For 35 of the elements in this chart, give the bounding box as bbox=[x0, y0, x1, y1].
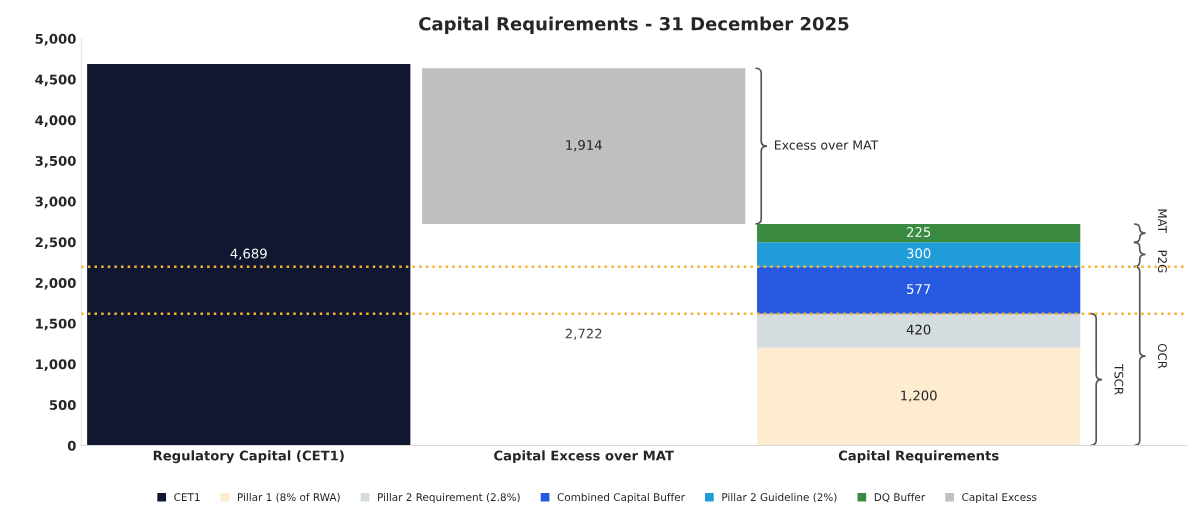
data-label: 225 bbox=[907, 226, 931, 237]
y-tick-label: 0 bbox=[67, 440, 76, 451]
data-label: 1,200 bbox=[901, 390, 937, 402]
y-tick-label: 2,500 bbox=[35, 237, 76, 249]
y-tick-label: 4,000 bbox=[35, 115, 76, 127]
y-tick-label: 3,000 bbox=[35, 196, 76, 209]
legend-label: Pillar 2 Requirement (2.8%) bbox=[378, 492, 520, 504]
y-tick-label: 500 bbox=[49, 400, 76, 410]
chart-title: Capital Requirements - 31 December 2025 bbox=[419, 16, 849, 35]
data-label: 577 bbox=[907, 284, 931, 295]
annotation: MAT bbox=[1158, 209, 1167, 233]
legend-label: Combined Capital Buffer bbox=[557, 492, 685, 504]
legend-label: DQ Buffer bbox=[874, 492, 926, 503]
legend-label: Pillar 2 Guideline (2%) bbox=[722, 492, 837, 503]
y-tick-label: 5,000 bbox=[35, 33, 76, 46]
annotation: Excess over MAT bbox=[775, 140, 879, 150]
y-tick-label: 1,500 bbox=[36, 318, 76, 331]
y-tick-label: 1,000 bbox=[36, 359, 76, 371]
x-tick-label: Regulatory Capital (CET1) bbox=[153, 450, 344, 464]
annotation: 2,722 bbox=[565, 328, 602, 340]
annotation: P2G bbox=[1157, 250, 1167, 273]
data-label: 300 bbox=[907, 248, 931, 259]
annotation: TSCR bbox=[1114, 363, 1124, 395]
x-tick-label: Capital Requirements bbox=[838, 450, 999, 464]
data-label: 4,689 bbox=[230, 248, 267, 260]
y-tick-label: 3,500 bbox=[35, 155, 76, 168]
y-tick-label: 4,500 bbox=[35, 74, 76, 87]
y-tick-label: 2,000 bbox=[35, 277, 76, 290]
data-label: 420 bbox=[906, 324, 931, 335]
legend-label: Capital Excess bbox=[962, 492, 1037, 504]
legend-label: Pillar 1 (8% of RWA) bbox=[237, 492, 340, 503]
data-label: 1,914 bbox=[566, 139, 602, 152]
legend-label: CET1 bbox=[174, 493, 200, 502]
annotation: OCR bbox=[1157, 343, 1167, 369]
x-tick-label: Capital Excess over MAT bbox=[494, 450, 674, 464]
